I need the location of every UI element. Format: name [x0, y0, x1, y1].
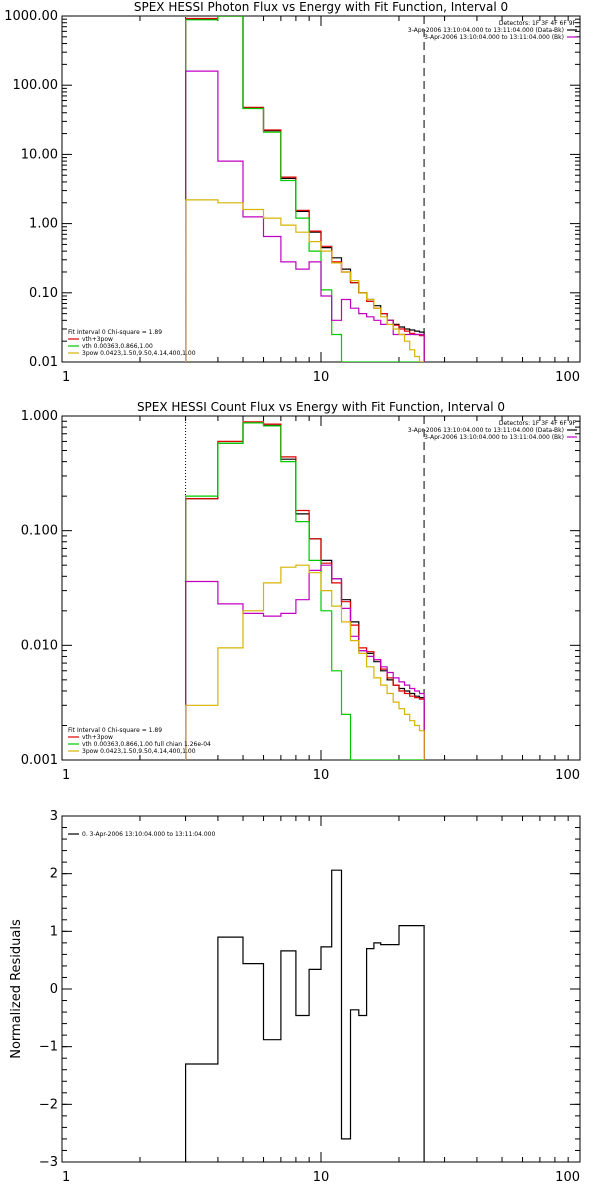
- y-tick-label: 1: [50, 924, 58, 939]
- chart-panel-1: SPEX HESSI Count Flux vs Energy with Fit…: [21, 400, 581, 783]
- series-line-2: [185, 16, 425, 362]
- y-tick-label: 0.100: [21, 524, 58, 539]
- x-tick-label: 10: [313, 768, 330, 783]
- header-line: 3-Apr-2006 13:10:04.000 to 13:11:04.000 …: [424, 434, 564, 441]
- y-tick-label: 2: [50, 867, 58, 882]
- chart-panel-2: 1 10 100 −3 −2 −1 0 1 2 3 Normalized Residuals 0. 3…: [9, 809, 581, 1185]
- x-tick-label: 10: [313, 370, 330, 385]
- series-line-0: [185, 869, 425, 1162]
- x-tick-label: 1: [62, 370, 70, 385]
- data-layer: [185, 421, 425, 760]
- y-tick-label: 10.00: [21, 147, 58, 162]
- x-tick-label: 10: [313, 1170, 330, 1185]
- series-line-0: [185, 422, 425, 760]
- x-tick-label: 1: [62, 1170, 70, 1185]
- series-line-4: [185, 199, 425, 362]
- x-tick-label: 100: [555, 768, 580, 783]
- y-tick-label: 1.000: [21, 409, 58, 424]
- series-line-0: [185, 16, 425, 362]
- legend-entry: Fit Interval 0 Chi-square = 1.89: [68, 329, 162, 336]
- x-tick-label: 1: [62, 768, 70, 783]
- legend-entry: vth 0.00363,0.866,1.00 full chian 1.26e-…: [82, 741, 211, 748]
- plot-frame: [61, 815, 581, 1163]
- y-axis-label: Normalized Residuals: [9, 919, 24, 1059]
- series-line-3: [185, 564, 425, 760]
- header-line: 3-Apr-2006 13:10:04.000 to 13:11:04.000 …: [424, 34, 564, 41]
- data-layer: [185, 16, 425, 362]
- data-layer: [185, 869, 425, 1162]
- y-tick-label: −1: [39, 1040, 58, 1055]
- series-line-1: [185, 421, 425, 760]
- header-line: Detectors: 1F 3F 4F 6F 9F: [499, 20, 577, 27]
- y-tick-label: 1000.00: [4, 9, 58, 24]
- y-tick-label: 3: [50, 809, 58, 824]
- legend-entry: 3pow 0.0423,1.50,9.50,4.14,400,1.00: [82, 748, 196, 755]
- header-line: 3-Apr-2006 13:10:04.000 to 13:11:04.000 …: [408, 427, 564, 434]
- header-line: Detectors: 1F 3F 4F 6F 9F: [499, 420, 577, 427]
- y-tick-label: 0.010: [21, 638, 58, 653]
- legend-entry: 3pow 0.0423,1.50,9.50,4.14,400,1.00: [82, 350, 196, 357]
- series-line-3: [185, 70, 425, 362]
- plot-frame: [61, 15, 581, 363]
- legend-entry: 0. 3-Apr-2006 13:10:04.000 to 13:11:04.0…: [82, 831, 215, 838]
- legend-entry: vth+3pow: [82, 336, 113, 343]
- y-tick-label: 0.001: [21, 753, 58, 768]
- chart-title: SPEX HESSI Count Flux vs Energy with Fit…: [137, 400, 505, 414]
- legend-entry: vth 0.00363,0.866,1.00: [82, 343, 153, 350]
- y-tick-label: 100.00: [13, 78, 59, 93]
- y-tick-label: −3: [39, 1155, 58, 1170]
- y-tick-label: 0.10: [29, 286, 58, 301]
- legend-entry: Fit Interval 0 Chi-square = 1.89: [68, 727, 162, 734]
- series-line-1: [185, 16, 425, 362]
- y-tick-label: −2: [39, 1097, 58, 1112]
- x-tick-label: 100: [555, 1170, 580, 1185]
- header-line: 3-Apr-2006 13:10:04.000 to 13:11:04.000 …: [408, 27, 564, 34]
- series-line-2: [185, 422, 425, 760]
- chart-title: SPEX HESSI Photon Flux vs Energy with Fi…: [134, 0, 508, 14]
- x-tick-label: 100: [555, 370, 580, 385]
- series-line-4: [185, 564, 425, 760]
- y-tick-label: 1.00: [29, 217, 58, 232]
- y-tick-label: 0.01: [29, 355, 58, 370]
- legend-entry: vth+3pow: [82, 734, 113, 741]
- chart-panel-0: SPEX HESSI Photon Flux vs Energy with Fi…: [4, 0, 581, 385]
- y-tick-label: 0: [50, 982, 58, 997]
